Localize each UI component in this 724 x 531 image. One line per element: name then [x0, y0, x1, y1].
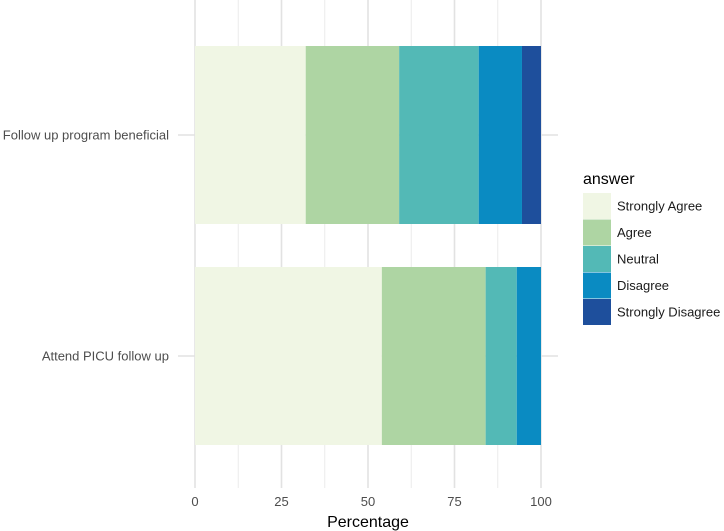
- y-tick-label: Attend PICU follow up: [42, 349, 169, 364]
- legend-label: Disagree: [617, 278, 669, 293]
- legend-key: [583, 299, 611, 325]
- bar-segment-strongly-agree: [195, 46, 306, 224]
- bar-segment-neutral: [399, 46, 479, 224]
- bar-segment-strongly-agree: [195, 267, 382, 445]
- x-tick-label: 75: [447, 494, 461, 509]
- x-axis-title: Percentage: [327, 514, 409, 531]
- bars: [195, 46, 541, 445]
- y-tick-label: Follow up program beneficial: [3, 128, 169, 143]
- legend-key: [583, 272, 611, 299]
- legend-label: Neutral: [617, 252, 659, 267]
- x-tick-label: 50: [361, 494, 375, 509]
- bar-segment-agree: [305, 46, 400, 224]
- bar-segment-neutral: [485, 267, 517, 445]
- x-axis-ticks: 0 25 50 75 100: [191, 494, 551, 509]
- legend: answer Strongly Agree Agree Neutral Disagre…: [583, 171, 720, 325]
- legend-key: [583, 219, 611, 246]
- x-tick-label: 0: [191, 494, 198, 509]
- bar-segment-agree: [381, 267, 486, 445]
- legend-title: answer: [583, 171, 635, 188]
- legend-key: [583, 246, 611, 272]
- legend-label: Strongly Agree: [617, 199, 702, 214]
- x-tick-label: 25: [274, 494, 288, 509]
- y-axis-ticks: Follow up program beneficial Attend PICU …: [3, 128, 169, 364]
- legend-key: [583, 193, 611, 219]
- bar-segment-strongly-disagree: [521, 46, 541, 224]
- bar-segment-disagree: [478, 46, 522, 224]
- x-tick-label: 100: [530, 494, 552, 509]
- legend-label: Strongly Disagree: [617, 305, 720, 320]
- legend-label: Agree: [617, 225, 652, 240]
- bar-segment-disagree: [516, 267, 541, 445]
